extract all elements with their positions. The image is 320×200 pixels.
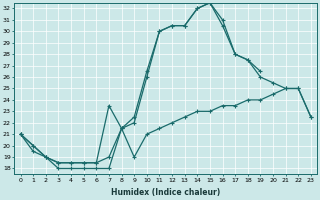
X-axis label: Humidex (Indice chaleur): Humidex (Indice chaleur) (111, 188, 220, 197)
